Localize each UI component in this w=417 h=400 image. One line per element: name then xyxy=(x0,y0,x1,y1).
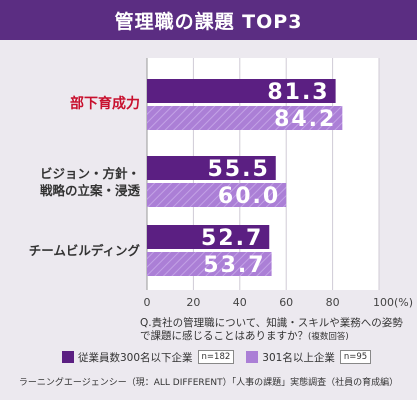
legend-label-large-companies: 301名以上企業 xyxy=(262,351,335,364)
bar-small-companies xyxy=(147,79,336,103)
bar-value-label: 81.3 xyxy=(267,80,329,105)
bar-value-label: 53.7 xyxy=(203,253,265,278)
category-label: 部下育成力 xyxy=(70,96,140,112)
bar-chart: 0 20 40 60 80 100(%) 81.384.255.560.0 52.753.7 xyxy=(144,58,413,309)
x-tick-label: 20 xyxy=(186,296,200,309)
x-tick-label: 100(%) xyxy=(373,296,413,309)
bar-large-companies xyxy=(147,183,287,207)
bar-small-companies xyxy=(147,156,276,180)
x-tick-label: 80 xyxy=(326,296,340,309)
category-label: チームビルディング xyxy=(28,243,140,258)
legend-swatch-large-companies xyxy=(246,351,259,363)
source-note: ラーニングエージェンシー（現：ALL DIFFERENT）「人事の課題」実態調査… xyxy=(18,378,399,388)
x-tick-label: 0 xyxy=(144,296,151,309)
question-note: (複数回答) xyxy=(308,332,349,342)
bar-large-companies xyxy=(147,252,272,276)
category-label: ビジョン・方針・ 戦略の立案・浸透 xyxy=(39,165,140,198)
legend-n-large-companies: n=95 xyxy=(339,350,372,364)
legend-label-small-companies: 従業員数300名以下企業 xyxy=(78,351,193,364)
x-tick-label: 40 xyxy=(233,296,247,309)
header-banner: 管理職の課題 TOP3 xyxy=(0,0,417,40)
x-tick-label: 60 xyxy=(279,296,293,309)
bar-value-label: 55.5 xyxy=(207,157,269,182)
legend: 従業員数300名以下企業 n=182 301名以上企業 n=95 xyxy=(62,349,372,365)
bar-value-label: 84.2 xyxy=(274,107,336,132)
bar-value-label: 52.7 xyxy=(201,226,263,251)
bar-large-companies xyxy=(147,106,343,130)
legend-n-small-companies: n=182 xyxy=(197,350,235,364)
bar-small-companies xyxy=(147,225,270,249)
legend-swatch-small-companies xyxy=(62,351,74,363)
bar-value-label: 60.0 xyxy=(218,184,280,209)
question-text: Q.貴社の管理職について、知識・スキルや業務への姿勢で課題に感じることはあります… xyxy=(140,317,403,342)
survey-question: Q.貴社の管理職について、知識・スキルや業務への姿勢で課題に感じることはあります… xyxy=(140,317,410,344)
chart-title: 管理職の課題 TOP3 xyxy=(114,10,303,33)
